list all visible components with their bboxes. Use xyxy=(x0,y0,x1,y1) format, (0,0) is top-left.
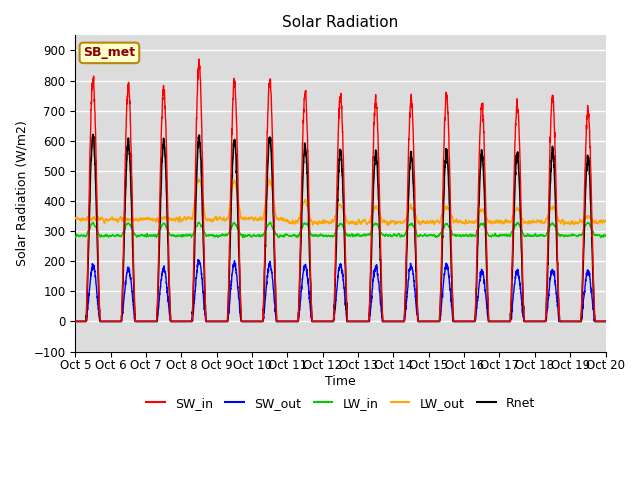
Y-axis label: Solar Radiation (W/m2): Solar Radiation (W/m2) xyxy=(15,120,28,266)
Text: SB_met: SB_met xyxy=(83,47,136,60)
X-axis label: Time: Time xyxy=(325,375,356,388)
Title: Solar Radiation: Solar Radiation xyxy=(282,15,399,30)
Legend: SW_in, SW_out, LW_in, LW_out, Rnet: SW_in, SW_out, LW_in, LW_out, Rnet xyxy=(141,392,540,415)
